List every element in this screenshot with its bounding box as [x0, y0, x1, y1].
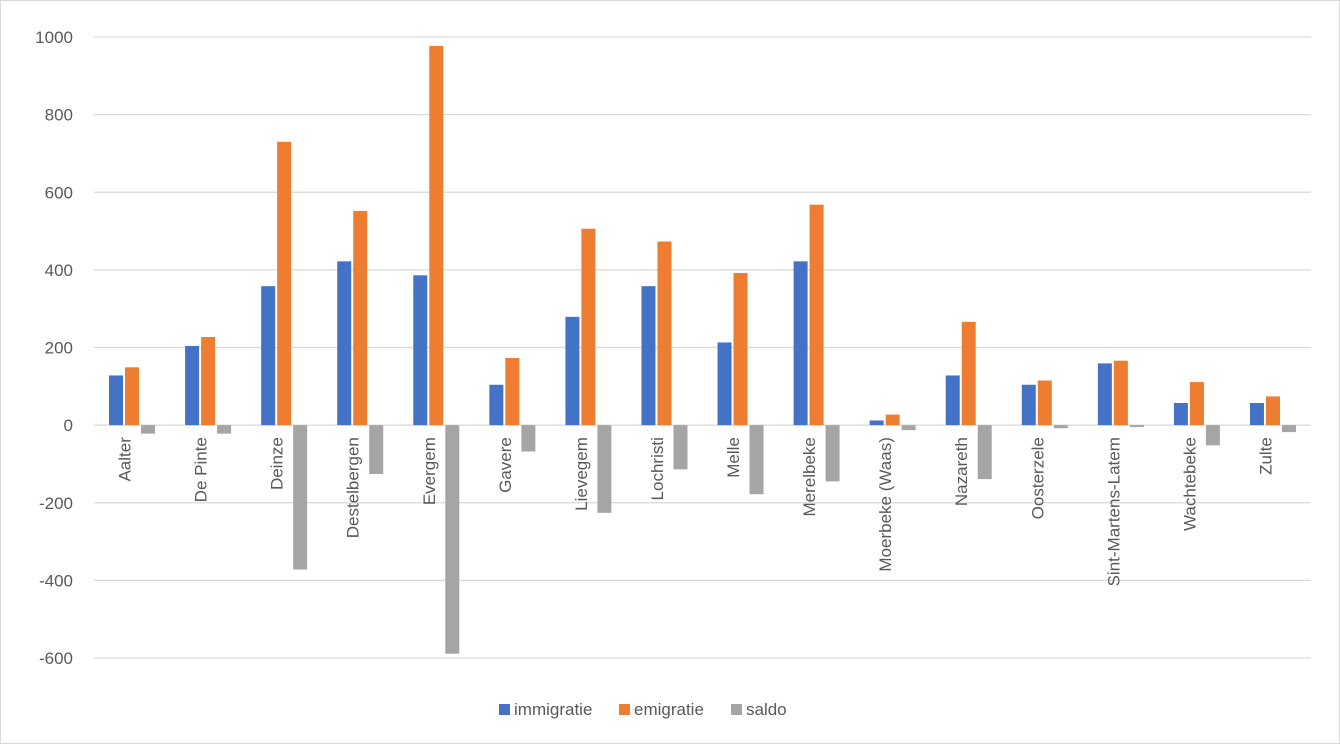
bar-immigratie [1097, 363, 1112, 426]
bar-emigratie [809, 204, 824, 426]
bar-saldo [749, 425, 764, 495]
bar-saldo [445, 425, 460, 654]
x-tick-label: Evergem [420, 437, 439, 505]
bar-saldo [521, 425, 536, 452]
bar-immigratie [109, 375, 124, 426]
bar-saldo [1129, 425, 1144, 428]
bar-saldo [1053, 425, 1068, 429]
y-tick-label: 200 [45, 339, 73, 358]
bars [109, 45, 1296, 654]
bar-emigratie [1037, 380, 1052, 426]
bar-emigratie [277, 141, 292, 426]
x-tick-label: Deinze [268, 437, 287, 490]
bar-emigratie [1265, 396, 1280, 426]
x-axis-ticks: Aalter De Pinte Deinze Destelbergen Evergem G… [116, 437, 1276, 587]
legend-label-emigratie: emigratie [634, 700, 704, 719]
x-tick-label: Lievegem [572, 437, 591, 511]
x-tick-label: Sint-Martens-Latem [1104, 437, 1123, 586]
x-tick-label: Moerbeke (Waas) [876, 437, 895, 571]
bar-emigratie [1189, 382, 1204, 426]
y-tick-label: -600 [39, 649, 73, 668]
x-tick-label: Gavere [496, 437, 515, 493]
bar-immigratie [489, 384, 504, 426]
bar-immigratie [1249, 403, 1264, 426]
y-tick-label: 800 [45, 106, 73, 125]
x-tick-label: Nazareth [952, 437, 971, 506]
bar-emigratie [657, 241, 672, 426]
bar-saldo [1281, 425, 1296, 433]
bar-immigratie [413, 275, 428, 426]
bar-immigratie [565, 316, 580, 426]
legend-swatch-emigratie [619, 704, 630, 715]
x-tick-label: Destelbergen [344, 437, 363, 538]
bar-immigratie [793, 261, 808, 426]
legend-label-saldo: saldo [746, 700, 787, 719]
x-tick-label: Merelbeke [800, 437, 819, 516]
bar-emigratie [429, 45, 444, 426]
gridlines [94, 36, 1311, 659]
bar-emigratie [353, 210, 368, 426]
bar-immigratie [1173, 403, 1188, 426]
bar-saldo [293, 425, 308, 570]
y-tick-label: 1000 [35, 28, 73, 47]
legend: immigratie emigratie saldo [499, 700, 787, 719]
bar-saldo [825, 425, 840, 482]
bar-emigratie [125, 367, 140, 426]
bar-immigratie [337, 261, 352, 426]
bar-emigratie [1113, 360, 1128, 426]
bar-saldo [597, 425, 612, 513]
x-tick-label: De Pinte [192, 437, 211, 502]
legend-swatch-immigratie [499, 704, 510, 715]
y-tick-label: -200 [39, 494, 73, 513]
legend-swatch-saldo [731, 704, 742, 715]
x-tick-label: Wachtebeke [1180, 437, 1199, 531]
x-tick-label: Oosterzele [1028, 437, 1047, 519]
bar-saldo [977, 425, 992, 480]
x-tick-label: Aalter [116, 437, 135, 482]
y-tick-label: 600 [45, 183, 73, 202]
y-tick-label: 400 [45, 261, 73, 280]
bar-immigratie [261, 286, 276, 426]
bar-saldo [1205, 425, 1220, 446]
bar-emigratie [505, 357, 520, 426]
bar-saldo [673, 425, 688, 470]
bar-emigratie [733, 272, 748, 426]
bar-immigratie [185, 345, 200, 426]
bar-immigratie [1021, 384, 1036, 426]
bar-emigratie [201, 337, 216, 426]
bar-saldo [369, 425, 384, 475]
legend-label-immigratie: immigratie [514, 700, 592, 719]
x-tick-label: Melle [724, 437, 743, 478]
bar-emigratie [581, 228, 596, 426]
bar-saldo [901, 425, 916, 431]
bar-saldo [141, 425, 156, 434]
x-tick-label: Zulte [1256, 437, 1275, 475]
y-tick-label: 0 [64, 416, 73, 435]
y-axis-ticks: 1000 800 600 400 200 0 -200 -400 -600 [35, 28, 73, 668]
bar-saldo [217, 425, 232, 434]
bar-immigratie [717, 342, 732, 426]
bar-emigratie [961, 321, 976, 426]
bar-immigratie [945, 375, 960, 426]
bar-immigratie [869, 420, 884, 426]
bar-emigratie [885, 414, 900, 426]
y-tick-label: -400 [39, 571, 73, 590]
bar-immigratie [641, 286, 656, 426]
x-tick-label: Lochristi [648, 437, 667, 500]
